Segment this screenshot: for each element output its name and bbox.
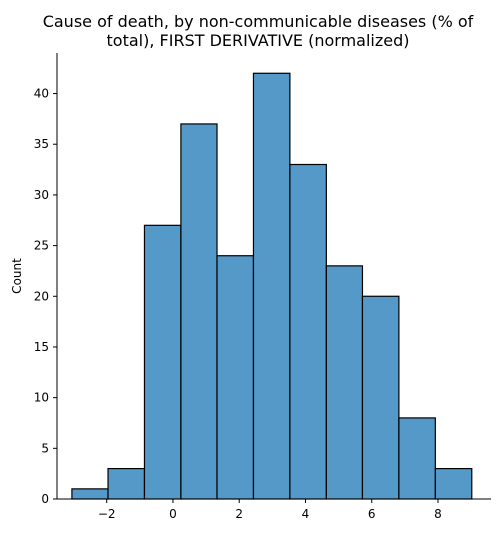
histogram-bar-2 <box>143 224 182 500</box>
y-axis-ticks: 0 5 10 15 20 25 30 35 40 <box>34 87 57 506</box>
histogram-bar-7 <box>325 265 364 500</box>
histogram-bar-0 <box>71 488 109 500</box>
y-tick-label-6: 30 <box>34 188 49 202</box>
chart-title-line-1: Cause of death, by non-communicable dise… <box>43 12 474 31</box>
x-axis-ticks: −2 0 2 4 6 8 <box>98 499 442 521</box>
histogram-bar-10 <box>434 467 473 500</box>
histogram-bar-6 <box>289 163 327 500</box>
y-tick-label-2: 10 <box>34 391 49 405</box>
histogram-bar-5 <box>252 72 291 500</box>
y-axis-label: Count <box>10 258 24 294</box>
x-tick-label-0: −2 <box>98 507 116 521</box>
histogram-bar-8 <box>361 295 400 500</box>
y-tick-label-0: 0 <box>41 492 49 506</box>
chart-title-line-2: total), FIRST DERIVATIVE (normalized) <box>107 31 410 50</box>
histogram-bars <box>71 72 473 500</box>
y-tick-label-8: 40 <box>34 87 49 101</box>
x-tick-label-4: 6 <box>368 507 376 521</box>
x-tick-label-3: 4 <box>302 507 310 521</box>
histogram-bar-3 <box>180 123 218 500</box>
histogram-bar-9 <box>398 417 436 500</box>
histogram-bar-1 <box>107 467 146 500</box>
x-tick-label-2: 2 <box>235 507 243 521</box>
y-tick-label-1: 5 <box>41 441 49 455</box>
y-tick-label-7: 35 <box>34 137 49 151</box>
y-tick-label-3: 15 <box>34 340 49 354</box>
x-tick-label-1: 0 <box>169 507 177 521</box>
y-tick-label-5: 25 <box>34 239 49 253</box>
x-tick-label-5: 8 <box>434 507 442 521</box>
y-tick-label-4: 20 <box>34 289 49 303</box>
histogram-bar-4 <box>216 255 255 500</box>
